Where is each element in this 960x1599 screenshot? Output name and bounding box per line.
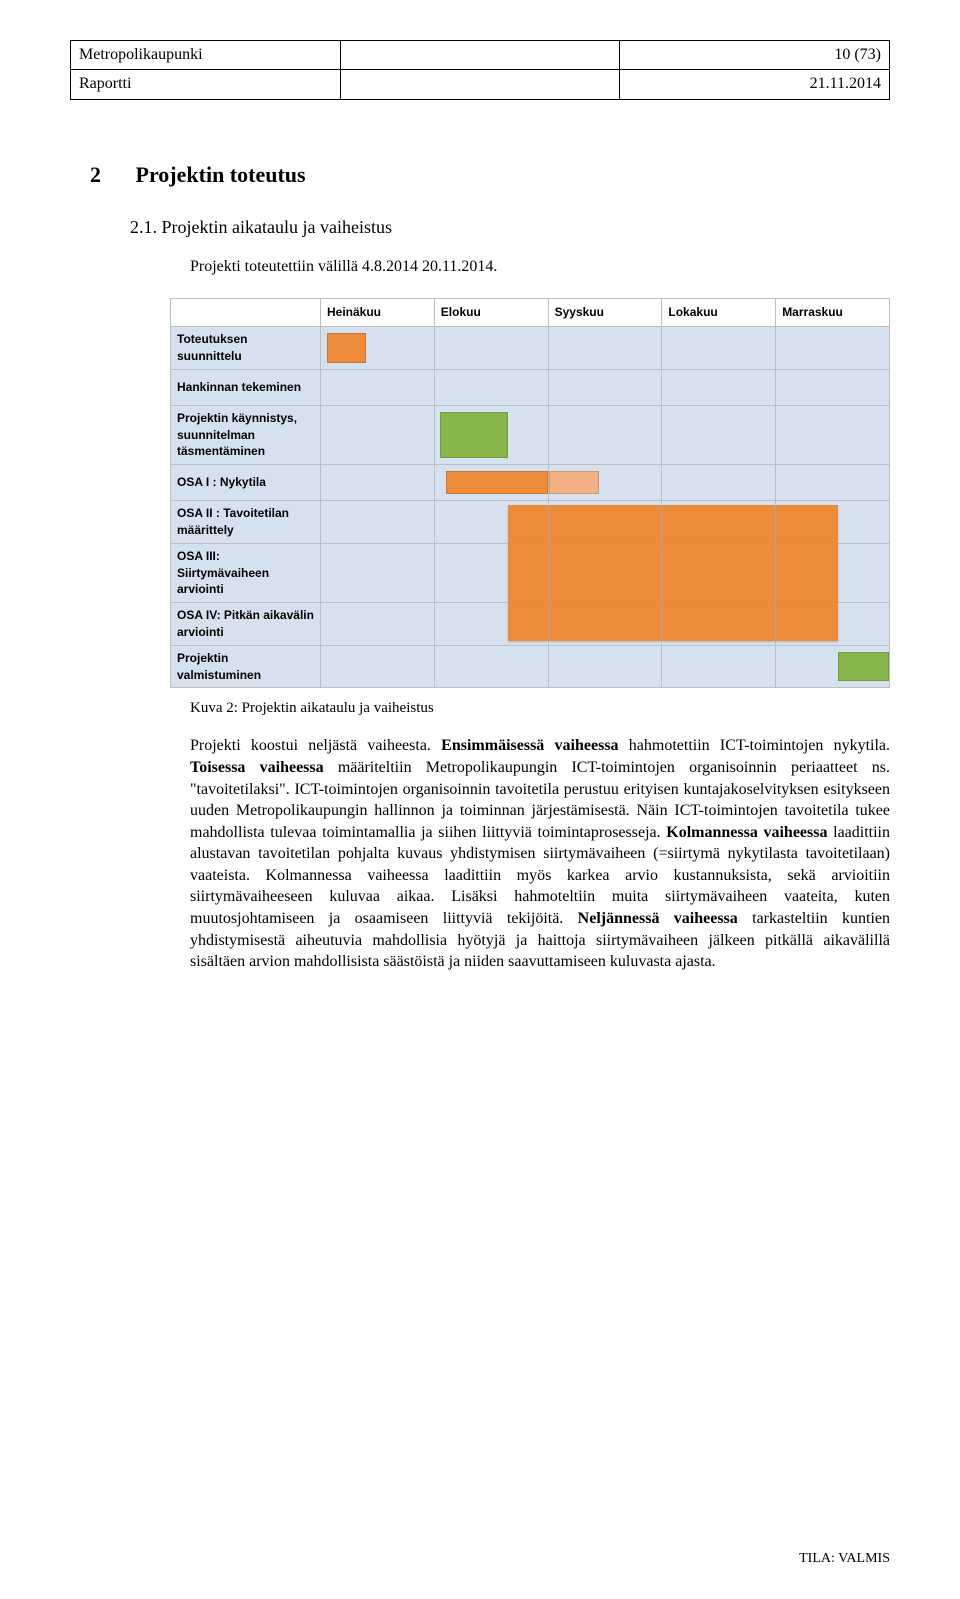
section-number: 2 [90, 160, 130, 191]
gantt-cell [776, 603, 890, 646]
gantt-cell [548, 603, 662, 646]
para-bold-2: Toisessa vaiheessa [190, 759, 324, 776]
gantt-month-header: Elokuu [434, 299, 548, 327]
para-text-2: hahmotettiin ICT-toimintojen nykytila. [619, 737, 890, 754]
gantt-bar [838, 652, 889, 682]
header-right-1: 10 (73) [619, 41, 889, 70]
gantt-cell [321, 327, 435, 370]
para-bold-1: Ensimmäisessä vaiheessa [441, 737, 618, 754]
gantt-big-block [662, 505, 775, 544]
gantt-cell [321, 405, 435, 464]
gantt-big-block [776, 505, 838, 544]
gantt-cell [662, 543, 776, 602]
para-bold-3: Kolmannessa vaiheessa [666, 824, 827, 841]
header-left-2: Raportti [71, 70, 341, 99]
gantt-cell [321, 465, 435, 501]
gantt-row-label: Projektin valmistuminen [171, 645, 321, 688]
gantt-cell [548, 327, 662, 370]
gantt-row-label: OSA III: Siirtymävaiheen arviointi [171, 543, 321, 602]
subsection-title-text: Projektin aikataulu ja vaiheistus [162, 217, 392, 237]
gantt-cell [548, 465, 662, 501]
header-right-2: 21.11.2014 [619, 70, 889, 99]
gantt-cell [662, 645, 776, 688]
gantt-cell [434, 465, 548, 501]
gantt-cell [321, 543, 435, 602]
gantt-cell [662, 465, 776, 501]
gantt-bar [327, 333, 367, 363]
gantt-cell [548, 369, 662, 405]
gantt-cell [662, 501, 776, 544]
gantt-cell [434, 645, 548, 688]
gantt-cell [662, 369, 776, 405]
gantt-big-block [776, 543, 838, 603]
gantt-row-label: OSA IV: Pitkän aikavälin arviointi [171, 603, 321, 646]
subsection-number: 2.1. [130, 217, 157, 237]
gantt-cell [434, 501, 548, 544]
gantt-bar [440, 412, 508, 458]
subsection-title: 2.1. Projektin aikataulu ja vaiheistus [130, 215, 890, 240]
section-title-text: Projektin toteutus [136, 162, 306, 187]
gantt-cell [776, 327, 890, 370]
gantt-row-label: OSA I : Nykytila [171, 465, 321, 501]
para-bold-4: Neljännessä vaiheessa [578, 910, 738, 927]
gantt-month-header: Marraskuu [776, 299, 890, 327]
gantt-cell [776, 405, 890, 464]
gantt-cell [434, 405, 548, 464]
footer-status: TILA: VALMIS [799, 1549, 890, 1569]
gantt-corner [171, 299, 321, 327]
gantt-cell [776, 369, 890, 405]
gantt-big-block [549, 543, 662, 603]
gantt-cell [321, 603, 435, 646]
section-title: 2 Projektin toteutus [90, 160, 890, 191]
gantt-month-header: Syyskuu [548, 299, 662, 327]
gantt-row-label: Projektin käynnistys, suunnitelman täsme… [171, 405, 321, 464]
gantt-cell [662, 603, 776, 646]
header-mid-1 [341, 41, 619, 70]
gantt-cell [776, 645, 890, 688]
gantt-big-block [549, 505, 662, 544]
gantt-cell [776, 501, 890, 544]
gantt-big-block [508, 543, 547, 603]
gantt-chart: HeinäkuuElokuuSyyskuuLokakuuMarraskuu Tot… [170, 298, 890, 688]
gantt-cell [434, 369, 548, 405]
figure-caption: Kuva 2: Projektin aikataulu ja vaiheistu… [190, 698, 890, 719]
gantt-big-block [662, 543, 775, 603]
document-header: Metropolikaupunki 10 (73) Raportti 21.11… [70, 40, 890, 100]
gantt-row-label: OSA II : Tavoitetilan määrittely [171, 501, 321, 544]
gantt-big-block [776, 602, 838, 641]
gantt-month-header: Lokakuu [662, 299, 776, 327]
gantt-bar [549, 471, 600, 494]
gantt-cell [548, 645, 662, 688]
gantt-big-block [662, 602, 775, 641]
header-mid-2 [341, 70, 619, 99]
gantt-cell [434, 603, 548, 646]
gantt-cell [662, 327, 776, 370]
header-left-1: Metropolikaupunki [71, 41, 341, 70]
gantt-row-label: Toteutuksen suunnittelu [171, 327, 321, 370]
gantt-bar [446, 471, 548, 494]
gantt-cell [662, 405, 776, 464]
gantt-cell [548, 501, 662, 544]
gantt-big-block [508, 505, 547, 544]
gantt-cell [776, 465, 890, 501]
lead-paragraph: Projekti toteutettiin välillä 4.8.2014 2… [190, 256, 890, 278]
main-paragraph: Projekti koostui neljästä vaiheesta. Ens… [190, 735, 890, 973]
gantt-cell [548, 543, 662, 602]
gantt-big-block [508, 602, 547, 641]
para-text-1: Projekti koostui neljästä vaiheesta. [190, 737, 441, 754]
gantt-cell [321, 501, 435, 544]
gantt-row-label: Hankinnan tekeminen [171, 369, 321, 405]
gantt-cell [434, 327, 548, 370]
gantt-cell [776, 543, 890, 602]
gantt-cell [434, 543, 548, 602]
gantt-month-header: Heinäkuu [321, 299, 435, 327]
gantt-cell [321, 369, 435, 405]
gantt-cell [321, 645, 435, 688]
gantt-cell [548, 405, 662, 464]
gantt-big-block [549, 602, 662, 641]
